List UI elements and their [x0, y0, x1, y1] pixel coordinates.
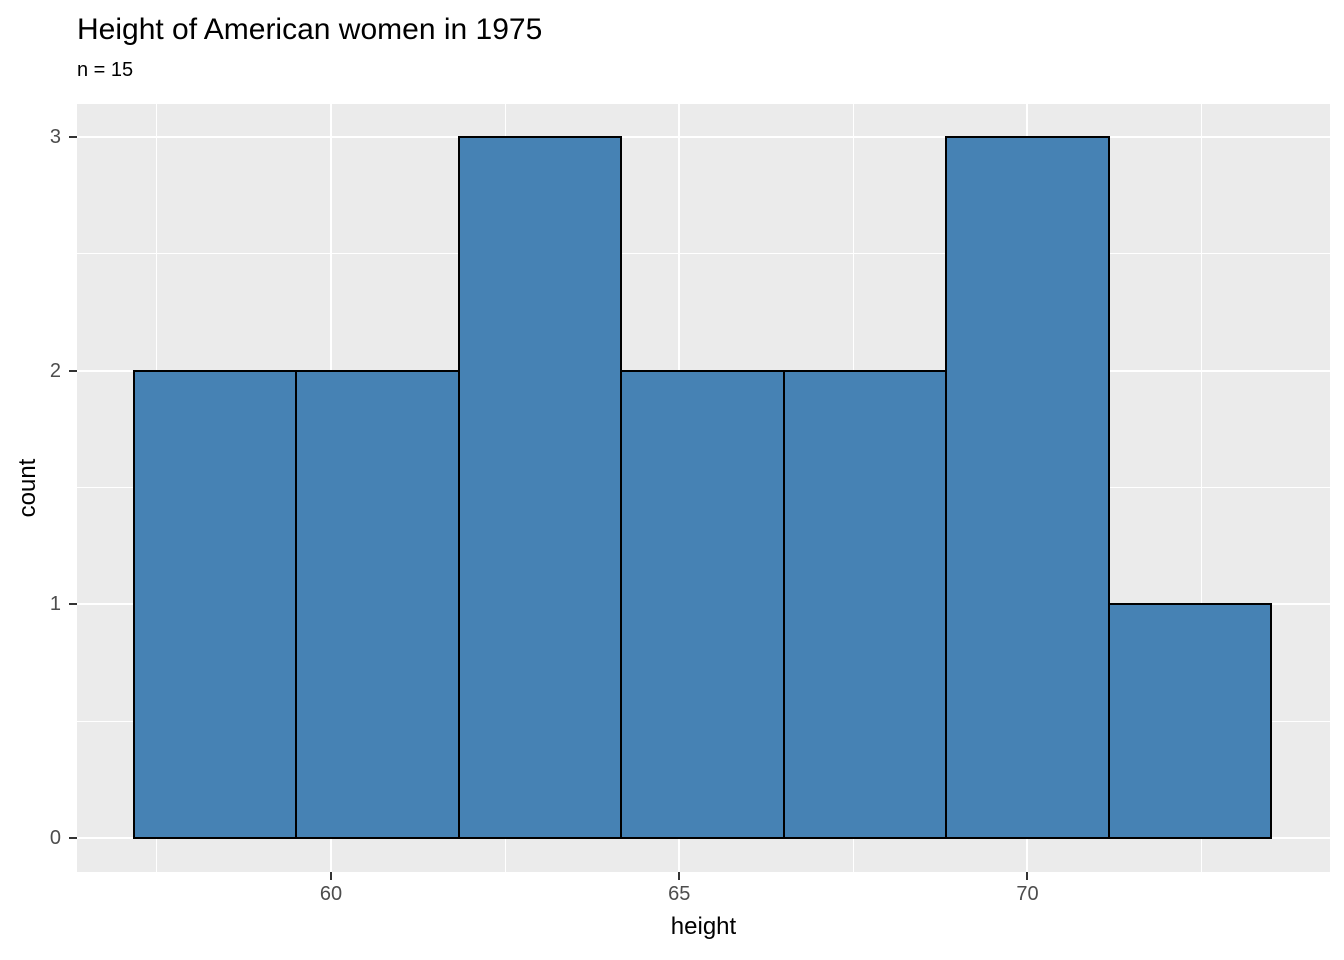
x-tick-label: 70 [1016, 883, 1039, 905]
plot-panel [77, 104, 1330, 872]
x-axis-title: height [670, 913, 737, 940]
y-major-gridline [77, 136, 1330, 139]
chart-title: Height of American women in 1975 [77, 13, 543, 46]
histogram-bar [132, 369, 298, 839]
x-tick-mark [1026, 872, 1029, 880]
histogram-bar [295, 369, 460, 839]
y-axis-title: count [14, 458, 41, 518]
histogram-bar [945, 136, 1110, 839]
x-tick-mark [329, 872, 332, 880]
y-tick-label: 1 [49, 593, 61, 616]
chart-subtitle: n = 15 [77, 59, 134, 81]
y-tick-label: 2 [49, 359, 61, 382]
x-tick-mark [678, 872, 681, 880]
y-tick-mark [69, 837, 77, 839]
x-tick-label: 60 [319, 883, 343, 905]
histogram-bar [457, 136, 623, 839]
y-tick-mark [69, 136, 77, 139]
y-tick-mark [69, 603, 77, 606]
histogram-bar [782, 369, 948, 839]
histogram-bar [1107, 603, 1273, 839]
x-tick-label: 65 [668, 883, 691, 905]
y-minor-gridline [77, 253, 1330, 255]
histogram-bar [620, 369, 785, 839]
y-tick-label: 3 [49, 126, 61, 149]
y-tick-label: 0 [49, 827, 61, 849]
y-tick-mark [69, 369, 77, 372]
